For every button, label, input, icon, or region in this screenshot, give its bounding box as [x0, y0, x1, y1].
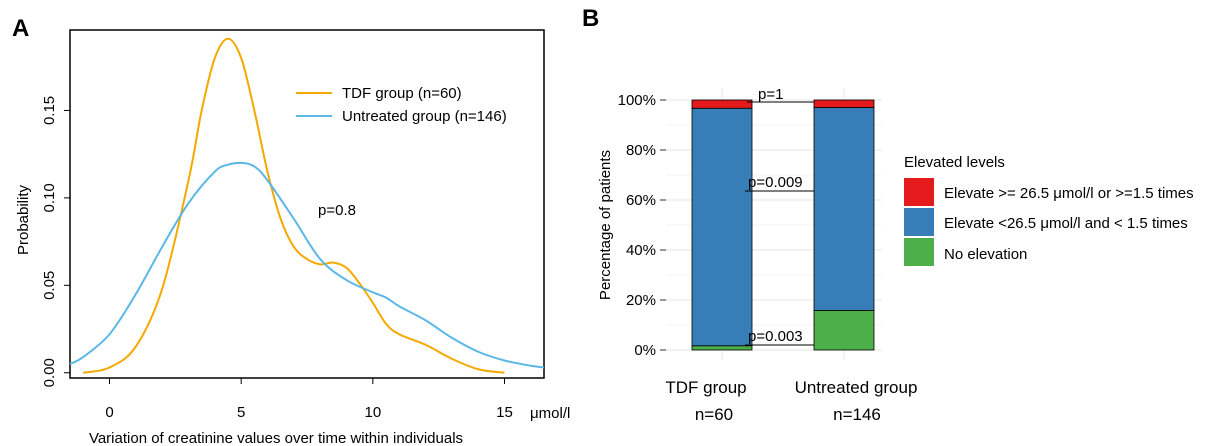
bar-segment-elevate-high	[691, 99, 753, 109]
y-tick-label: 0.05	[41, 271, 58, 300]
panel-a-pvalue: p=0.8	[318, 202, 356, 219]
legend-label-untreated: Untreated group (n=146)	[342, 108, 507, 125]
panel-b: B 0% 20% 40% 60% 80% 100% Percentage of patie…	[582, 5, 1194, 424]
y-tick-label: 0%	[634, 342, 656, 359]
panel-a-ylabel: Probability	[15, 184, 32, 255]
y-tick-label: 0.00	[41, 358, 58, 387]
y-tick-label: 0.10	[41, 183, 58, 212]
legend-label-elevate-mid: Elevate <26.5 μmol/l and < 1.5 times	[944, 215, 1188, 232]
legend-swatch-elevate-high	[904, 178, 934, 206]
y-tick-label: 0.15	[41, 96, 58, 125]
pvalue-brackets: p=1 p=0.009 p=0.003	[745, 86, 814, 346]
group-label-untreated: Untreated group	[795, 378, 918, 397]
panel-a-axes: 0 5 10 15 0.00 0.05 0.10 0.15	[41, 96, 513, 421]
group-n-tdf: n=60	[695, 405, 733, 424]
legend-label-tdf: TDF group (n=60)	[342, 85, 462, 102]
pvalue-top: p=1	[758, 86, 783, 103]
panel-b-legend: Elevated levels Elevate >= 26.5 μmol/l o…	[904, 154, 1194, 266]
legend-title: Elevated levels	[904, 154, 1005, 171]
panel-a: A 0 5 10 15 0.00 0.05 0.10 0.15 Probability Var…	[12, 15, 570, 446]
y-tick-label: 40%	[626, 242, 656, 259]
panel-a-xlabel: Variation of creatinine values over time…	[89, 430, 463, 446]
bar-segment-elevate-mid	[691, 107, 753, 347]
x-tick-label: 10	[364, 404, 381, 421]
pvalue-middle: p=0.009	[748, 174, 803, 191]
density-line-tdf	[82, 37, 505, 374]
legend-label-elevate-high: Elevate >= 26.5 μmol/l or >=1.5 times	[944, 185, 1194, 202]
y-tick-label: 20%	[626, 292, 656, 309]
density-line-untreated	[69, 161, 545, 369]
legend-swatch-no-elevation	[904, 238, 934, 266]
pvalue-bottom: p=0.003	[748, 328, 803, 345]
x-tick-label: 5	[237, 404, 245, 421]
panel-a-letter: A	[12, 15, 29, 42]
panel-b-bars	[691, 99, 875, 351]
group-label-tdf: TDF group	[665, 378, 746, 397]
panel-a-lines	[69, 37, 545, 374]
panel-b-letter: B	[582, 5, 599, 32]
y-tick-label: 80%	[626, 142, 656, 159]
panel-a-frame	[69, 29, 545, 379]
bar-segment-no-elevation	[813, 310, 875, 351]
panel-b-axes: 0% 20% 40% 60% 80% 100%	[618, 92, 666, 359]
bar-segment-elevate-high	[813, 99, 875, 108]
group-n-untreated: n=146	[833, 405, 881, 424]
bar-segment-elevate-mid	[813, 107, 875, 311]
legend-swatch-elevate-mid	[904, 208, 934, 236]
x-tick-label: 15	[496, 404, 513, 421]
panel-a-unit: μmol/l	[530, 405, 570, 422]
panel-b-ylabel: Percentage of patients	[597, 150, 614, 300]
legend-label-no-elevation: No elevation	[944, 246, 1027, 263]
panel-a-legend: TDF group (n=60) Untreated group (n=146)	[296, 85, 507, 125]
x-tick-label: 0	[105, 404, 113, 421]
bar-segment-no-elevation	[691, 345, 753, 351]
y-tick-label: 60%	[626, 192, 656, 209]
y-tick-label: 100%	[618, 92, 656, 109]
